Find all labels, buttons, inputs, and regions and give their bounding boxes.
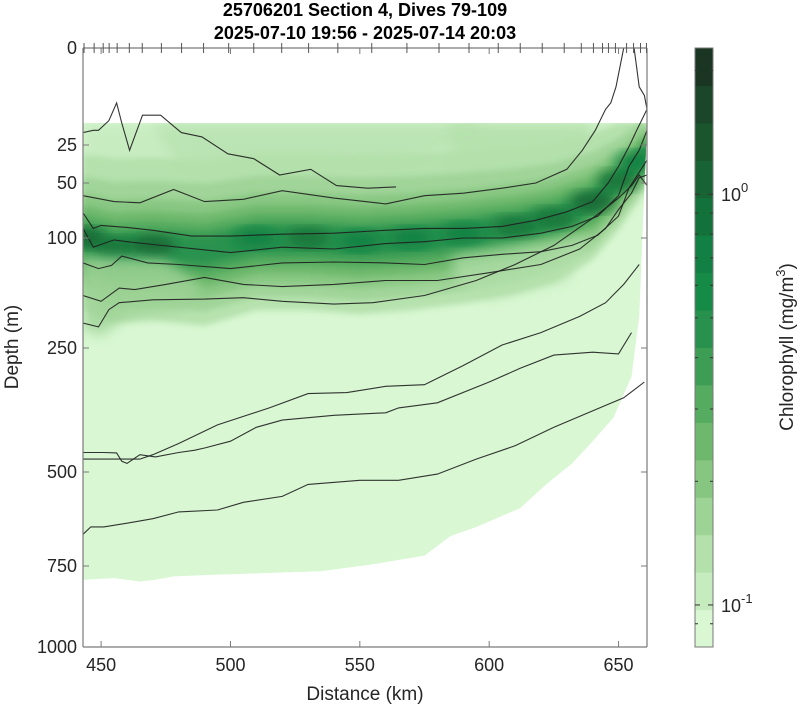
colorbar-tick-base: 10 (721, 185, 741, 205)
colorbar-band (695, 272, 713, 311)
colorbar-band (695, 384, 713, 423)
contour-line (83, 332, 632, 465)
y-tick-label: 25 (57, 135, 77, 155)
contour-line (83, 264, 640, 460)
colorbar-band (695, 497, 713, 536)
colorbar-tick-base: 10 (721, 596, 741, 616)
x-axis-label: Distance (km) (306, 684, 423, 705)
colorbar-band (695, 48, 713, 86)
colorbar-tick-exponent: -1 (741, 591, 753, 606)
chart-subtitle: 2025-07-10 19:56 - 2025-07-14 20:03 (214, 23, 516, 43)
contour-line (83, 381, 645, 535)
chlorophyll-field (83, 123, 647, 582)
contour-line (83, 159, 647, 270)
chart-title: 25706201 Section 4, Dives 79-109 (223, 0, 507, 20)
y-tick-label: 100 (47, 228, 77, 248)
chl-patch-left (83, 256, 205, 336)
colorbar-band (695, 422, 713, 461)
colorbar-band (695, 609, 713, 648)
contour-line (83, 130, 647, 254)
contour-line (83, 174, 647, 328)
colorbar-label-sup: 3 (773, 269, 788, 276)
y-tick-label: 250 (47, 338, 77, 358)
y-tick-label: 0 (67, 38, 77, 58)
x-tick-label: 550 (345, 655, 375, 675)
colorbar-tick-label: 10-1 (721, 591, 753, 616)
y-tick-label: 50 (57, 173, 77, 193)
contour-line (83, 101, 397, 189)
axes: 450 500 550 600 650 0 25 50 100 250 500 750 1000 (37, 38, 648, 675)
chl-hotspot (286, 228, 331, 248)
chl-hotspot (596, 170, 641, 191)
colorbar-band (695, 235, 713, 274)
chl-patch-right (450, 233, 593, 300)
y-axis-label: Depth (m) (2, 305, 23, 389)
dive-ticks (83, 43, 647, 53)
colorbar-band (695, 85, 713, 124)
colorbar-band (695, 534, 713, 573)
colorbar-band (695, 160, 713, 199)
colorbar-tick-label: 100 (721, 180, 748, 205)
chl-hotspot (493, 216, 538, 237)
x-tick-label: 600 (474, 655, 504, 675)
contour-line (83, 48, 647, 205)
chl-hotspot (337, 230, 382, 251)
colorbar-bands (695, 48, 713, 648)
colorbar-label: Chlorophyll (mg/m3) (773, 263, 798, 431)
colorbar-band (695, 347, 713, 386)
chl-hotspot (130, 235, 175, 256)
chl-hotspot (614, 151, 647, 172)
chl-hotspot (531, 208, 576, 229)
chl-hotspot (234, 228, 279, 248)
colorbar-tick-exponent: 0 (741, 180, 748, 195)
chl-hotspot (389, 228, 434, 248)
y-ticks: 0 25 50 100 250 500 750 1000 (37, 38, 647, 657)
contour-lines (83, 48, 647, 535)
colorbar-band (695, 197, 713, 236)
x-tick-label: 650 (604, 655, 634, 675)
colorbar-frame (694, 47, 714, 648)
x-ticks: 450 500 550 600 650 (86, 48, 634, 675)
colorbar-band (695, 572, 713, 611)
y-tick-label: 750 (47, 556, 77, 576)
y-tick-label: 500 (47, 462, 77, 482)
chl-hotspot (441, 223, 486, 244)
colorbar-band (695, 459, 713, 498)
x-tick-label: 500 (215, 655, 245, 675)
x-tick-label: 450 (86, 655, 116, 675)
colorbar-label-main: Chlorophyll (mg/m (777, 277, 798, 431)
y-tick-label: 1000 (37, 637, 77, 657)
colorbar-band (695, 310, 713, 348)
contour-line (83, 174, 647, 302)
colorbar-label-close: ) (777, 263, 798, 269)
contour-line (83, 109, 647, 237)
chl-hotspot (92, 237, 137, 258)
chl-hotspot (83, 228, 105, 248)
plot-area (83, 48, 647, 582)
colorbar-band (695, 122, 713, 161)
